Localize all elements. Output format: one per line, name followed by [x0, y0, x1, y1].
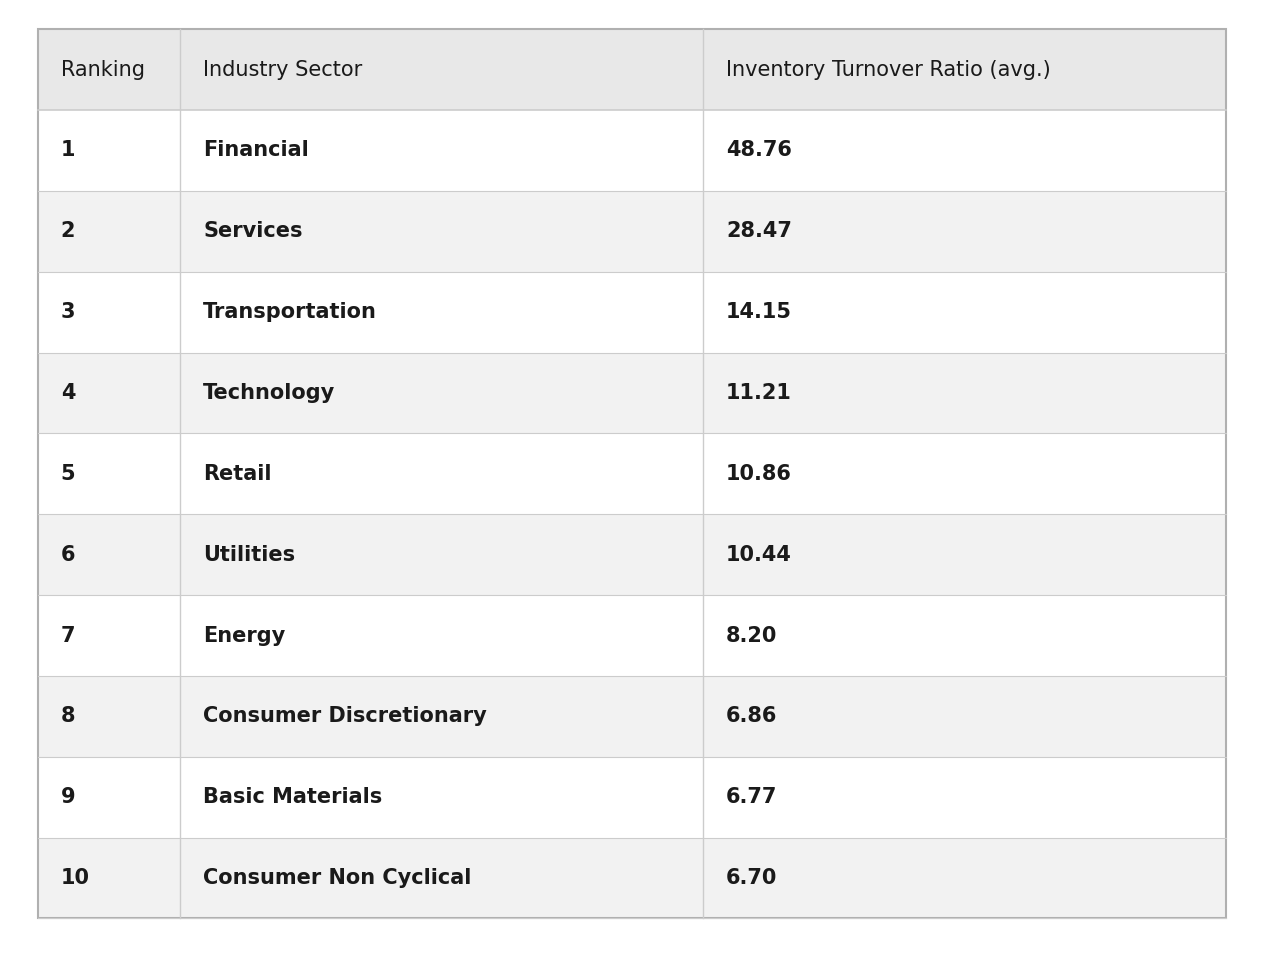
Bar	[181, 110, 703, 191]
Bar	[703, 676, 1226, 757]
Bar	[703, 433, 1226, 514]
Bar	[38, 191, 181, 272]
Text: Consumer Discretionary: Consumer Discretionary	[204, 706, 487, 727]
Bar	[703, 514, 1226, 595]
Bar	[38, 29, 181, 110]
Text: 5: 5	[61, 464, 76, 484]
Text: 9: 9	[61, 787, 76, 807]
Bar	[703, 191, 1226, 272]
Bar	[181, 191, 703, 272]
Bar	[703, 353, 1226, 433]
Text: 6.86: 6.86	[726, 706, 777, 727]
Bar	[703, 838, 1226, 918]
Text: Services: Services	[204, 221, 303, 242]
Text: Inventory Turnover Ratio (avg.): Inventory Turnover Ratio (avg.)	[726, 59, 1050, 80]
Bar	[703, 29, 1226, 110]
Text: 6: 6	[61, 544, 75, 565]
Bar	[181, 676, 703, 757]
Bar	[181, 353, 703, 433]
Bar	[38, 110, 181, 191]
Bar	[38, 272, 181, 353]
Text: 8.20: 8.20	[726, 625, 777, 646]
Bar	[38, 676, 181, 757]
Text: Industry Sector: Industry Sector	[204, 59, 363, 80]
Bar	[181, 433, 703, 514]
Bar	[703, 757, 1226, 838]
Text: 10.86: 10.86	[726, 464, 793, 484]
Bar	[181, 272, 703, 353]
Bar	[181, 29, 703, 110]
Text: 14.15: 14.15	[726, 302, 793, 322]
Bar	[703, 110, 1226, 191]
Text: 6.77: 6.77	[726, 787, 777, 807]
Text: 3: 3	[61, 302, 75, 322]
Text: Consumer Non Cyclical: Consumer Non Cyclical	[204, 868, 471, 888]
Text: 6.70: 6.70	[726, 868, 777, 888]
Text: 4: 4	[61, 383, 75, 403]
Text: Energy: Energy	[204, 625, 286, 646]
Bar	[181, 514, 703, 595]
Text: 8: 8	[61, 706, 75, 727]
Bar	[38, 514, 181, 595]
Text: Transportation: Transportation	[204, 302, 377, 322]
Text: Technology: Technology	[204, 383, 335, 403]
Text: 48.76: 48.76	[726, 140, 793, 161]
Text: 1: 1	[61, 140, 75, 161]
Bar	[38, 757, 181, 838]
Bar	[38, 433, 181, 514]
Text: 7: 7	[61, 625, 75, 646]
Bar	[181, 595, 703, 676]
Text: Financial: Financial	[204, 140, 308, 161]
Bar	[38, 838, 181, 918]
Text: 11.21: 11.21	[726, 383, 793, 403]
Bar	[38, 595, 181, 676]
Text: Basic Materials: Basic Materials	[204, 787, 383, 807]
Text: Ranking: Ranking	[61, 59, 144, 80]
Text: Retail: Retail	[204, 464, 272, 484]
Text: 10: 10	[61, 868, 90, 888]
Bar	[38, 353, 181, 433]
Text: Utilities: Utilities	[204, 544, 296, 565]
Bar	[703, 272, 1226, 353]
Text: 2: 2	[61, 221, 75, 242]
Bar	[703, 595, 1226, 676]
Text: 28.47: 28.47	[726, 221, 793, 242]
Bar	[181, 838, 703, 918]
Bar	[181, 757, 703, 838]
Text: 10.44: 10.44	[726, 544, 793, 565]
